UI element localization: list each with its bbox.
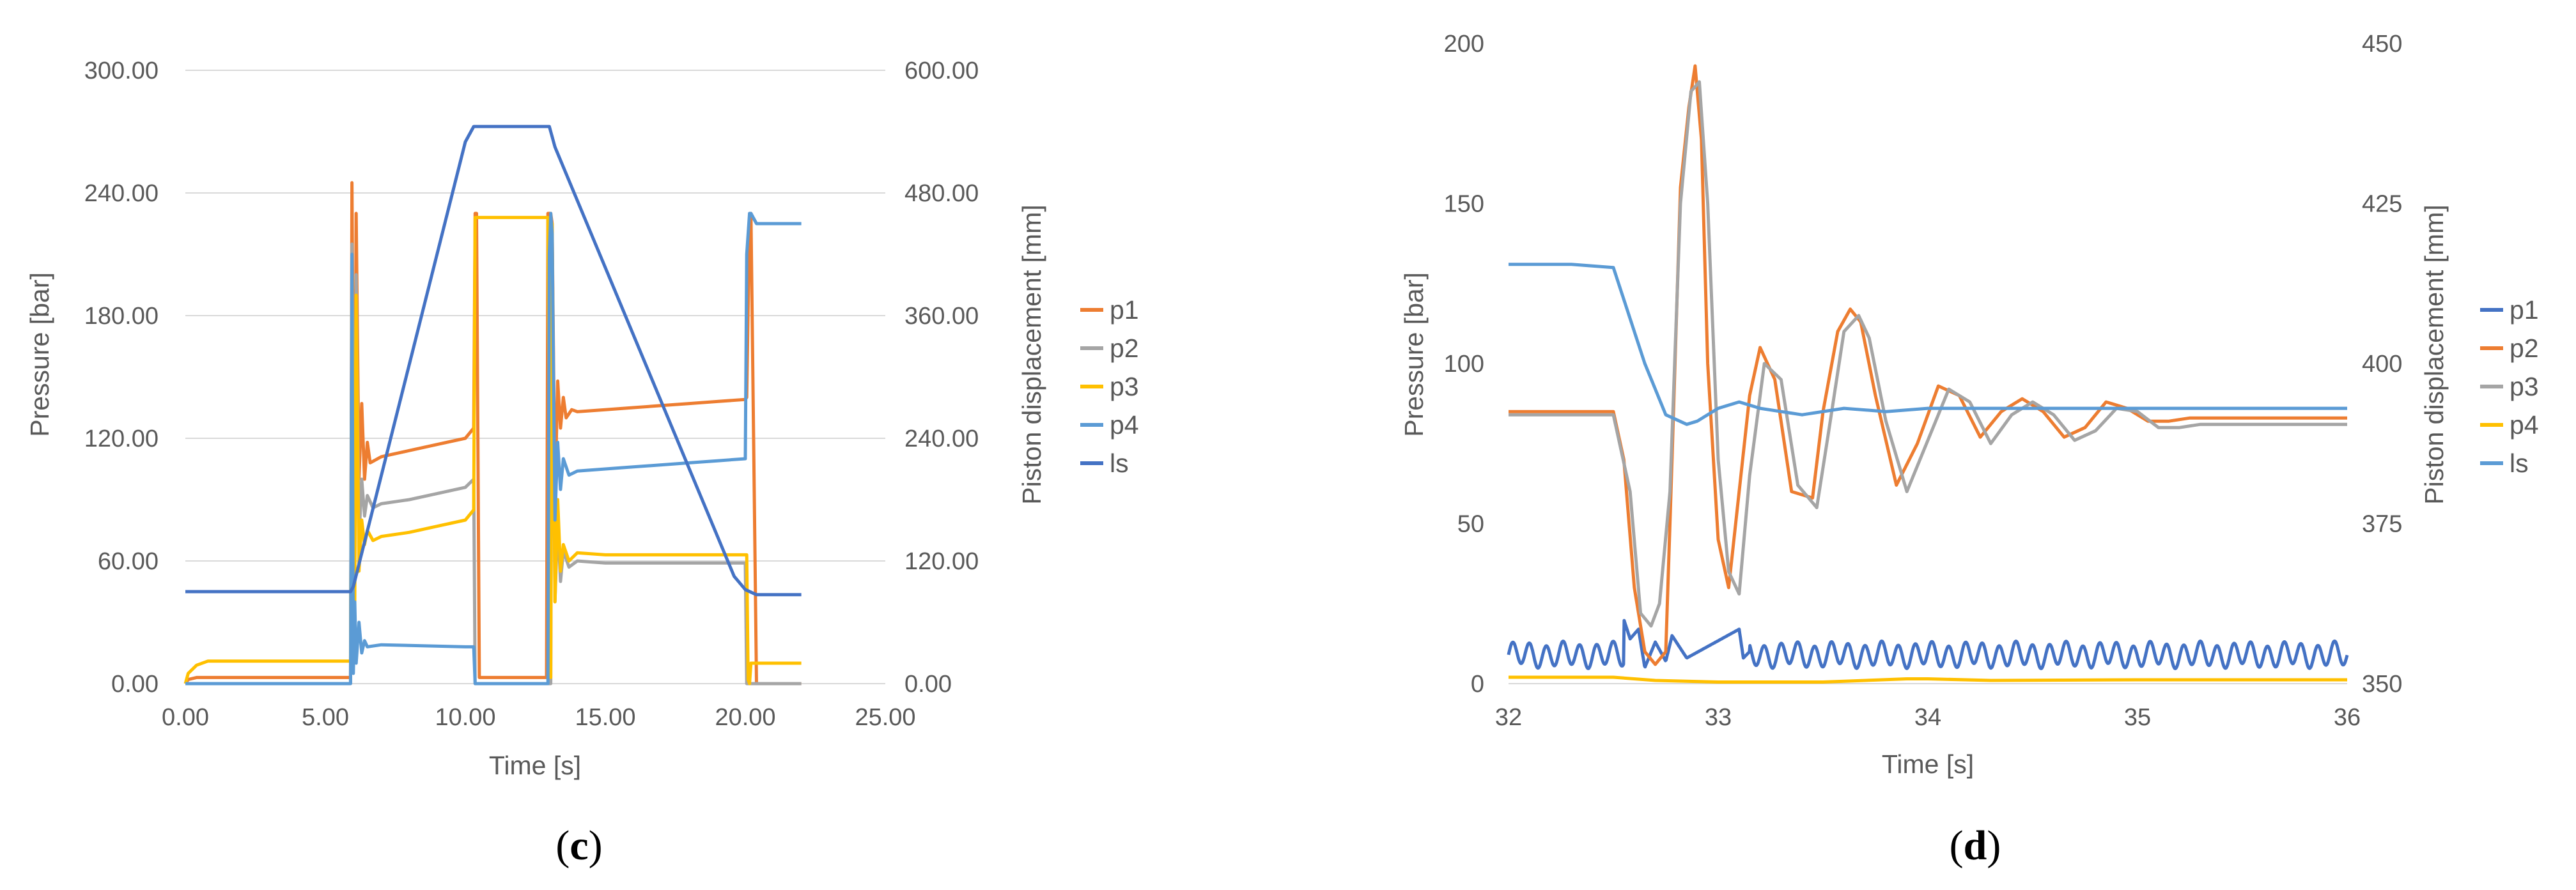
y-right-tick-labels: 350 375 400 425 450	[2362, 31, 2402, 698]
series-line-ls	[1509, 263, 2347, 426]
y-right-tick-label: 400	[2362, 351, 2402, 378]
y-left-tick-label: 100	[1444, 351, 1484, 378]
series-lines	[1507, 64, 2349, 684]
panel-label-c: c	[570, 822, 588, 869]
y-right-tick-label: 0.00	[904, 671, 952, 698]
x-tick-label: 32	[1495, 704, 1522, 731]
y-right-tick-label: 120.00	[904, 548, 979, 575]
y-left-axis-title: Pressure [bar]	[25, 272, 54, 437]
series-line-p1	[1507, 618, 2349, 670]
y-right-tick-label: 375	[2362, 511, 2402, 538]
x-tick-labels: 32 33 34 35 36	[1495, 704, 2361, 731]
x-axis-title: Time [s]	[1882, 749, 1974, 779]
y-left-tick-label: 300.00	[84, 58, 159, 84]
chart-panel-c: 0.00 5.00 10.00 15.00 20.00 25.00 0.00 60.00 12…	[25, 58, 1139, 869]
y-left-tick-label: 200	[1444, 31, 1484, 58]
series-line-p4	[185, 211, 802, 686]
y-left-tick-label: 0	[1471, 671, 1484, 698]
x-tick-label: 33	[1705, 704, 1732, 731]
x-tick-label: 25.00	[855, 704, 915, 731]
y-right-tick-label: 450	[2362, 31, 2402, 58]
y-left-axis-title: Pressure [bar]	[1399, 272, 1429, 437]
series-line-p3	[1509, 80, 2347, 628]
y-left-tick-label: 50	[1457, 511, 1484, 538]
x-tick-label: 15.00	[575, 704, 635, 731]
y-left-tick-label: 0.00	[111, 671, 159, 698]
y-left-tick-label: 120.00	[84, 426, 159, 452]
y-right-tick-label: 425	[2362, 191, 2402, 218]
legend-label-p3: p3	[2510, 372, 2539, 401]
y-left-tick-label: 60.00	[98, 548, 159, 575]
x-tick-label: 35	[2124, 704, 2151, 731]
y-left-tick-labels: 0.00 60.00 120.00 180.00 240.00 300.00	[84, 58, 159, 698]
legend-label-p1: p1	[2510, 295, 2539, 325]
y-right-tick-label: 480.00	[904, 180, 979, 207]
x-tick-label: 34	[1914, 704, 1941, 731]
series-line-ls	[185, 125, 802, 597]
series-line-p3	[183, 215, 802, 686]
series-line-p2	[1509, 64, 2347, 666]
panel-caption-c: (c)	[555, 822, 602, 869]
x-tick-label: 20.00	[715, 704, 775, 731]
series-line-p1	[183, 181, 802, 686]
panel-caption-d: (d)	[1950, 822, 2001, 869]
y-right-axis-title: Piston displacement [mm]	[1017, 204, 1046, 504]
x-tick-label: 0.00	[162, 704, 209, 731]
y-left-tick-labels: 0 50 100 150 200	[1444, 31, 1484, 698]
y-right-tick-labels: 0.00 120.00 240.00 360.00 480.00 600.00	[904, 58, 979, 698]
y-left-tick-label: 150	[1444, 191, 1484, 218]
y-right-tick-label: 240.00	[904, 426, 979, 452]
legend-label-p2: p2	[1110, 334, 1139, 363]
series-line-p2	[185, 232, 802, 686]
series-line-p4	[1509, 675, 2347, 684]
series-lines	[183, 125, 802, 686]
panel-label-d: d	[1964, 822, 1987, 869]
legend-label-p4: p4	[2510, 410, 2539, 440]
x-tick-label: 10.00	[435, 704, 495, 731]
legend-label-ls: ls	[1110, 449, 1129, 478]
y-right-tick-label: 360.00	[904, 303, 979, 330]
legend-label-ls: ls	[2510, 449, 2529, 478]
legend: p1 p2 p3 p4 ls	[2480, 295, 2539, 478]
y-right-tick-label: 600.00	[904, 58, 979, 84]
legend-label-p4: p4	[1110, 410, 1139, 440]
y-right-axis-title: Piston displacement [mm]	[2419, 204, 2449, 504]
y-left-tick-label: 180.00	[84, 303, 159, 330]
legend-label-p2: p2	[2510, 334, 2539, 363]
y-right-tick-label: 350	[2362, 671, 2402, 698]
legend-label-p1: p1	[1110, 295, 1139, 325]
x-axis-title: Time [s]	[489, 751, 581, 780]
y-left-tick-label: 240.00	[84, 180, 159, 207]
legend-label-p3: p3	[1110, 372, 1139, 401]
x-tick-label: 5.00	[302, 704, 349, 731]
x-tick-label: 36	[2334, 704, 2361, 731]
legend: p1 p2 p3 p4 ls	[1080, 295, 1139, 478]
x-tick-labels: 0.00 5.00 10.00 15.00 20.00 25.00	[162, 704, 916, 731]
